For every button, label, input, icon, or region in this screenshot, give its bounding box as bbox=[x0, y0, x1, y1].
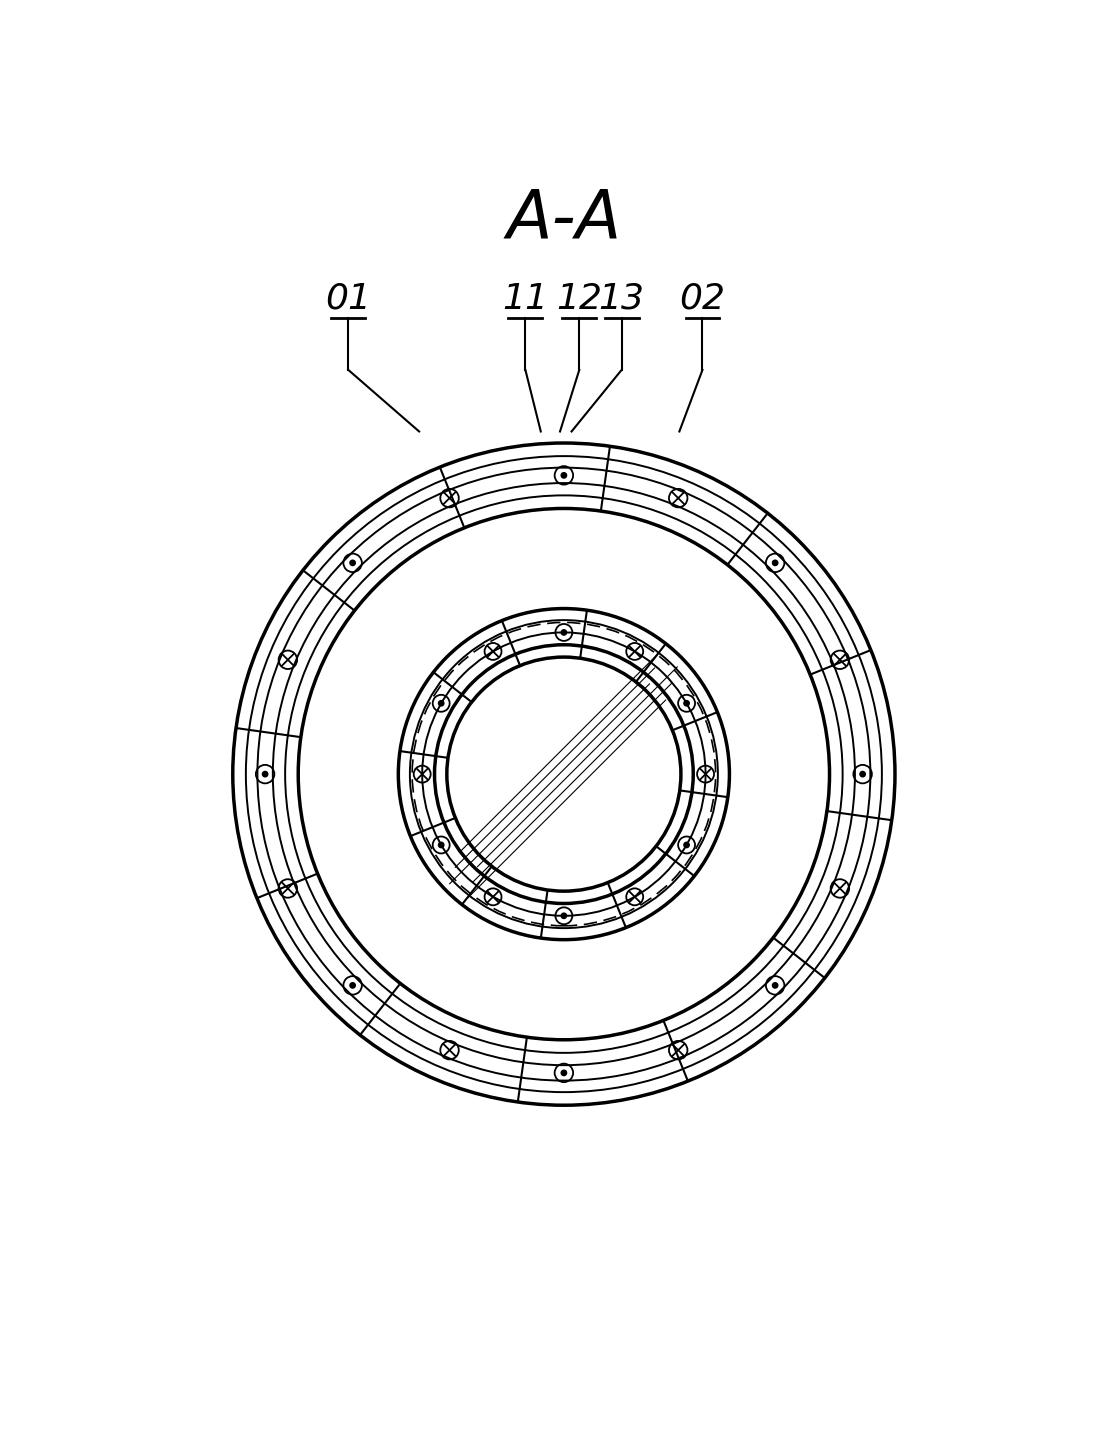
Circle shape bbox=[262, 771, 268, 777]
Text: A-A: A-A bbox=[506, 187, 621, 253]
Text: 02: 02 bbox=[679, 282, 726, 317]
Text: 12: 12 bbox=[556, 282, 602, 317]
Circle shape bbox=[350, 560, 356, 565]
Circle shape bbox=[438, 842, 444, 847]
Circle shape bbox=[773, 983, 777, 988]
Circle shape bbox=[684, 700, 689, 706]
Circle shape bbox=[350, 983, 356, 988]
Circle shape bbox=[860, 771, 865, 777]
Circle shape bbox=[438, 700, 444, 706]
Text: 13: 13 bbox=[599, 282, 644, 317]
Circle shape bbox=[773, 560, 777, 565]
Circle shape bbox=[684, 842, 689, 847]
Circle shape bbox=[562, 630, 567, 635]
Circle shape bbox=[562, 1070, 567, 1076]
Circle shape bbox=[562, 473, 567, 479]
Text: 01: 01 bbox=[325, 282, 371, 317]
Circle shape bbox=[562, 912, 567, 918]
Text: 11: 11 bbox=[502, 282, 548, 317]
